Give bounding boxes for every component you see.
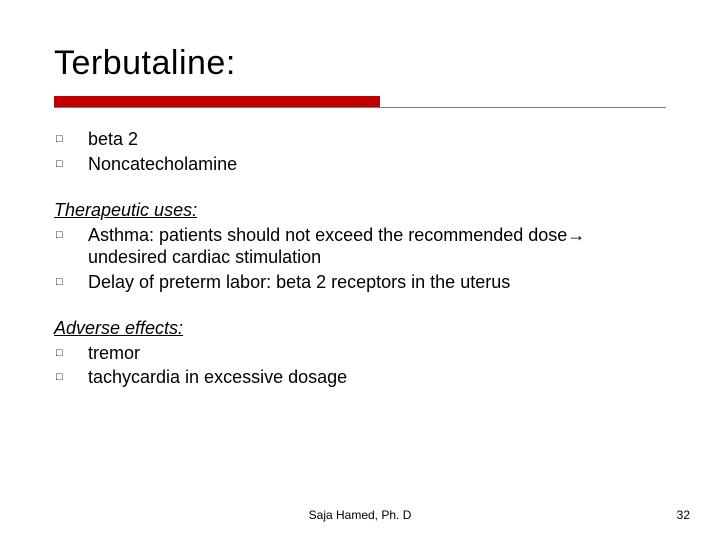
list-item: □ beta 2: [54, 128, 666, 151]
section-heading: Therapeutic uses:: [54, 199, 666, 222]
section-heading: Adverse effects:: [54, 317, 666, 340]
accent-bar: [54, 96, 380, 107]
square-bullet-icon: □: [54, 271, 88, 290]
slide: Terbutaline: □ beta 2 □ Noncatecholamine…: [0, 0, 720, 540]
square-bullet-icon: □: [54, 153, 88, 172]
bullet-text: Noncatecholamine: [88, 153, 666, 176]
footer-page-number: 32: [677, 508, 690, 522]
list-item: □ tremor: [54, 342, 666, 365]
square-bullet-icon: □: [54, 366, 88, 385]
square-bullet-icon: □: [54, 224, 88, 243]
list-item: □ Asthma: patients should not exceed the…: [54, 224, 666, 269]
thin-divider: [54, 107, 666, 108]
bullet-text: beta 2: [88, 128, 666, 151]
bullet-text: tremor: [88, 342, 666, 365]
slide-body: □ beta 2 □ Noncatecholamine Therapeutic …: [54, 128, 666, 391]
bullet-text: Asthma: patients should not exceed the r…: [88, 224, 666, 269]
bullet-text: Delay of preterm labor: beta 2 receptors…: [88, 271, 666, 294]
list-item: □ Noncatecholamine: [54, 153, 666, 176]
spacer: [54, 177, 666, 199]
list-item: □ Delay of preterm labor: beta 2 recepto…: [54, 271, 666, 294]
square-bullet-icon: □: [54, 342, 88, 361]
footer-author: Saja Hamed, Ph. D: [0, 508, 720, 522]
bullet-text: tachycardia in excessive dosage: [88, 366, 666, 389]
square-bullet-icon: □: [54, 128, 88, 147]
spacer: [54, 295, 666, 317]
slide-title: Terbutaline:: [54, 44, 236, 83]
title-underline: [54, 96, 666, 108]
list-item: □ tachycardia in excessive dosage: [54, 366, 666, 389]
